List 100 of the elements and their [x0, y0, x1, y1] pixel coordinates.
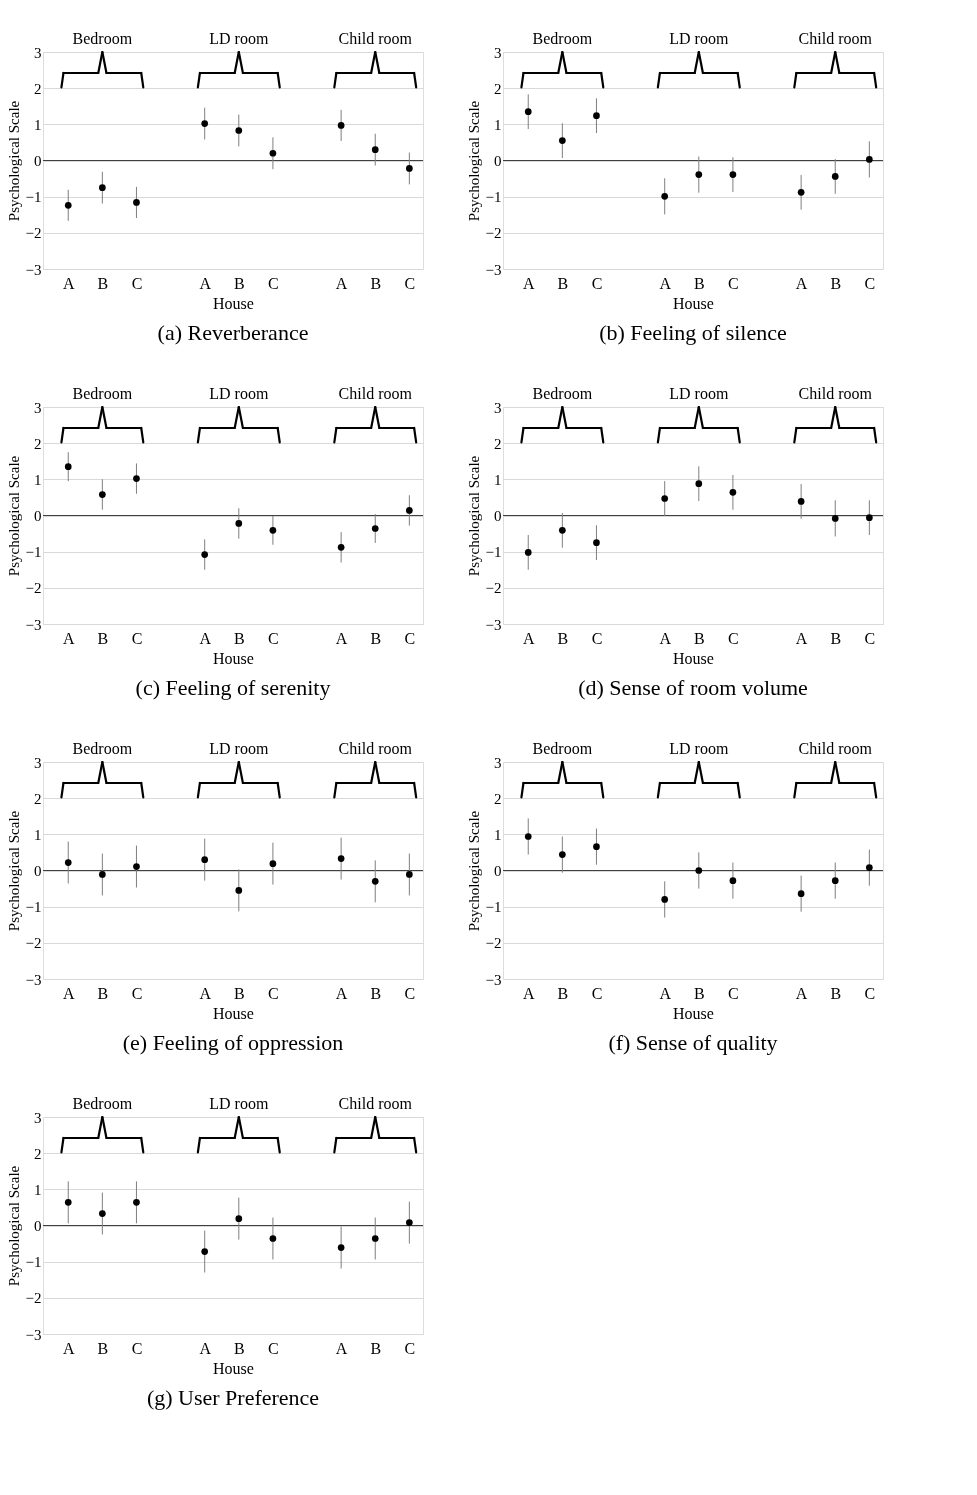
x-tick-label: C — [591, 629, 603, 647]
x-axis-title: House — [213, 1004, 254, 1022]
x-tick-label: A — [199, 274, 212, 292]
text: LD room — [669, 385, 729, 402]
y-tick-label: 3 — [34, 399, 42, 416]
y-tick-label: −2 — [485, 580, 502, 597]
y-tick-label: 3 — [494, 399, 502, 416]
y-tick-label: −2 — [25, 580, 42, 597]
x-tick-label: A — [335, 274, 348, 292]
x-tick-label: C — [728, 274, 739, 292]
y-tick-label: 0 — [34, 863, 42, 879]
x-tick-label: A — [335, 629, 348, 647]
y-tick-label: −3 — [25, 616, 42, 633]
text: LD room — [209, 385, 269, 402]
y-tick-label: 3 — [494, 754, 502, 771]
x-tick-label: B — [693, 629, 705, 647]
text: LD room — [209, 1095, 269, 1112]
y-tick-label: −2 — [25, 225, 42, 242]
y-axis-title: Psychological Scale — [5, 455, 22, 577]
text: (a) Reverberance — [157, 320, 309, 345]
y-tick-label: 2 — [34, 435, 42, 452]
x-tick-label: B — [97, 629, 109, 647]
text: Child room — [798, 30, 873, 47]
x-axis-title: House — [213, 649, 254, 667]
y-axis-title: Psychological Scale — [465, 100, 482, 222]
x-tick-label: A — [659, 274, 672, 292]
x-tick-label: C — [268, 274, 279, 292]
text: LD room — [209, 740, 269, 757]
y-tick-label: 2 — [494, 435, 502, 452]
y-tick-label: 2 — [34, 1145, 42, 1162]
y-tick-label: 3 — [34, 1109, 42, 1126]
text: Bedroom — [72, 1095, 133, 1112]
x-axis-title: House — [673, 294, 714, 312]
y-tick-label: 3 — [34, 754, 42, 771]
y-tick-label: 1 — [34, 471, 42, 488]
x-tick-label: C — [131, 984, 143, 1002]
x-tick-label: A — [199, 629, 212, 647]
y-tick-label: 3 — [34, 44, 42, 61]
x-tick-label: B — [233, 629, 245, 647]
x-axis-title: House — [213, 1359, 254, 1377]
text: Child room — [338, 30, 413, 47]
y-tick-label: −3 — [485, 261, 502, 278]
x-tick-label: C — [591, 274, 603, 292]
x-tick-label: A — [659, 629, 672, 647]
x-axis-title: House — [673, 1004, 714, 1022]
x-tick-label: B — [557, 629, 569, 647]
x-tick-label: A — [335, 1339, 348, 1357]
x-tick-label: B — [693, 274, 705, 292]
y-tick-label: −3 — [25, 1326, 42, 1343]
y-tick-label: 0 — [34, 508, 42, 524]
y-axis-title: Psychological Scale — [465, 455, 482, 577]
x-tick-label: C — [404, 629, 416, 647]
x-axis-title: House — [213, 294, 254, 312]
y-tick-label: 2 — [494, 80, 502, 97]
text: Bedroom — [72, 30, 133, 47]
x-tick-label: A — [62, 629, 75, 647]
y-tick-label: 1 — [34, 1181, 42, 1198]
x-tick-label: B — [370, 629, 382, 647]
x-tick-label: C — [728, 984, 739, 1002]
x-tick-label: C — [728, 629, 739, 647]
y-tick-label: −3 — [485, 971, 502, 988]
x-tick-label: A — [795, 629, 808, 647]
x-tick-label: A — [335, 984, 348, 1002]
y-tick-label: 1 — [494, 826, 502, 843]
x-tick-label: C — [131, 274, 143, 292]
x-tick-label: C — [591, 984, 603, 1002]
text: Bedroom — [532, 740, 593, 757]
y-tick-label: 1 — [494, 471, 502, 488]
x-tick-label: A — [522, 274, 535, 292]
x-tick-label: C — [268, 984, 279, 1002]
text: Bedroom — [532, 385, 593, 402]
y-tick-label: −3 — [25, 261, 42, 278]
x-tick-label: C — [864, 984, 876, 1002]
text: Child room — [338, 1095, 413, 1112]
y-tick-label: 0 — [34, 1218, 42, 1234]
x-tick-label: B — [370, 984, 382, 1002]
x-tick-label: B — [97, 274, 109, 292]
text: LD room — [209, 30, 269, 47]
text: (b) Feeling of silence — [599, 320, 787, 345]
text: Child room — [798, 740, 873, 757]
x-tick-label: A — [795, 274, 808, 292]
x-tick-label: A — [199, 984, 212, 1002]
x-tick-label: B — [830, 984, 842, 1002]
text: LD room — [669, 30, 729, 47]
y-tick-label: −1 — [25, 189, 42, 206]
x-tick-label: B — [557, 984, 569, 1002]
y-tick-label: 3 — [494, 44, 502, 61]
x-tick-label: B — [830, 274, 842, 292]
y-tick-label: −2 — [485, 935, 502, 952]
y-tick-label: 1 — [34, 826, 42, 843]
y-tick-label: 0 — [494, 153, 502, 169]
text: (e) Feeling of oppression — [122, 1030, 344, 1055]
y-tick-label: −1 — [25, 1254, 42, 1271]
y-tick-label: −2 — [485, 225, 502, 242]
x-tick-label: B — [693, 984, 705, 1002]
x-tick-label: C — [864, 629, 876, 647]
x-tick-label: C — [268, 629, 279, 647]
x-tick-label: B — [233, 1339, 245, 1357]
y-tick-label: −2 — [25, 935, 42, 952]
x-axis-title: House — [673, 649, 714, 667]
